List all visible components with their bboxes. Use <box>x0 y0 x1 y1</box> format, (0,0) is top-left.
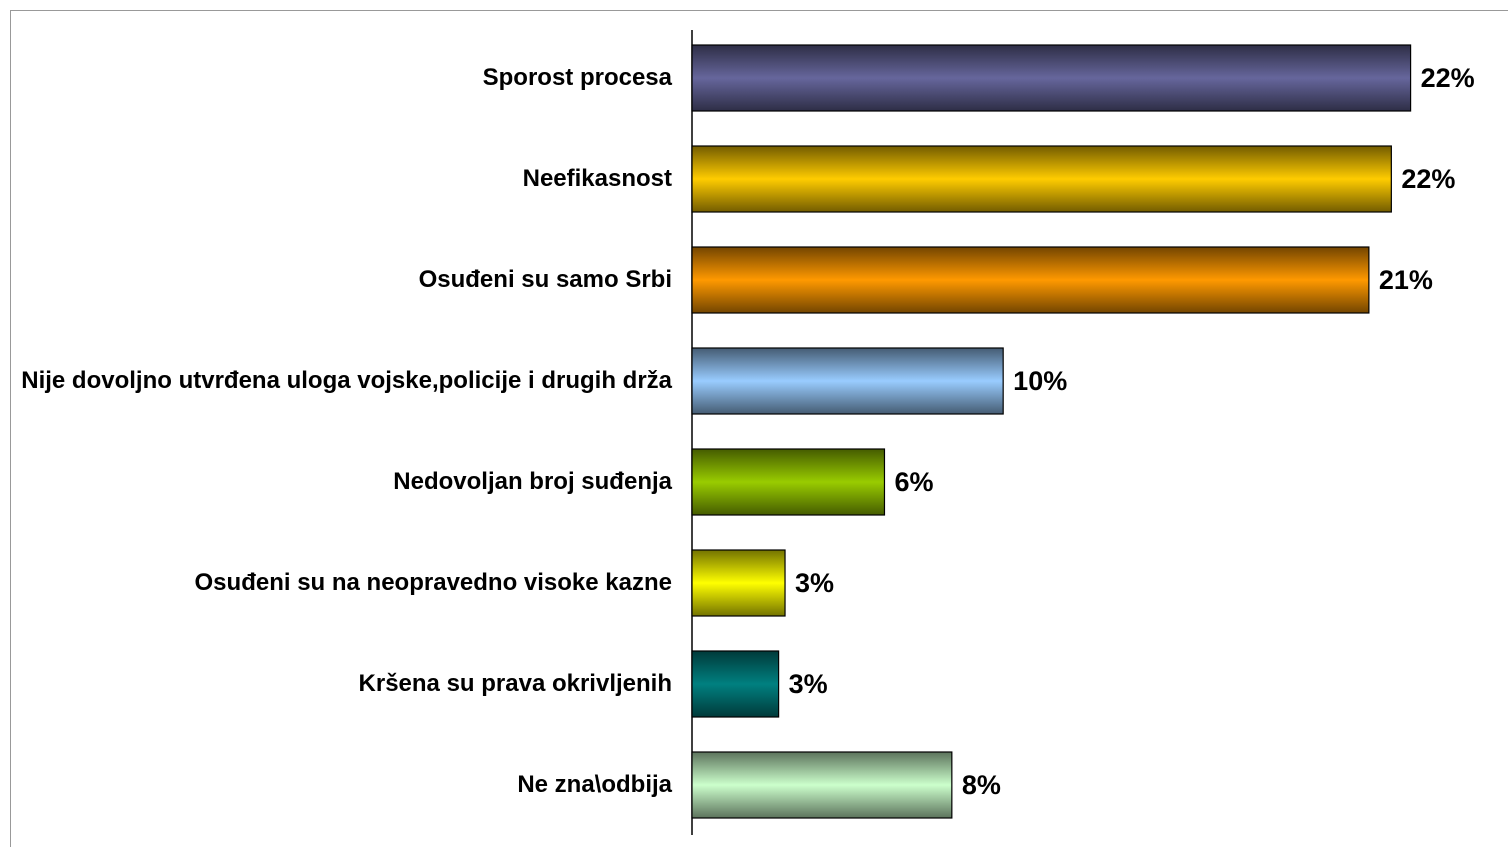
value-label: 21% <box>1379 265 1433 295</box>
category-label: Osuđeni su samo Srbi <box>10 265 672 295</box>
category-label: Nije dovoljno utvrđena uloga vojske,poli… <box>10 366 672 396</box>
category-text: Kršena su prava okrivljenih <box>358 670 672 697</box>
category-text: Neefikasnost <box>522 165 672 192</box>
category-label: Sporost procesa <box>10 63 672 93</box>
category-text: Osuđeni su na neopravedno visoke kazne <box>194 569 672 596</box>
category-label: Nedovoljan broj suđenja <box>10 467 672 497</box>
category-text: Ne zna\odbija <box>517 771 672 798</box>
category-text: Nedovoljan broj suđenja <box>393 468 672 495</box>
bar <box>691 549 786 617</box>
frame <box>10 10 1508 847</box>
bar <box>691 448 886 516</box>
value-label: 22% <box>1421 63 1475 93</box>
bar <box>691 347 1004 415</box>
value-label: 10% <box>1013 366 1067 396</box>
bar <box>691 44 1412 112</box>
value-label: 3% <box>789 669 828 699</box>
category-text: Nije dovoljno utvrđena uloga vojske,poli… <box>21 367 672 394</box>
bar <box>691 145 1392 213</box>
bar <box>691 751 953 819</box>
bar <box>691 246 1370 314</box>
category-text: Sporost procesa <box>482 64 672 91</box>
category-text: Osuđeni su samo Srbi <box>418 266 672 293</box>
value-label: 3% <box>795 568 834 598</box>
value-label: 6% <box>894 467 933 497</box>
category-label: Osuđeni su na neopravedno visoke kazne <box>10 568 672 598</box>
bar <box>691 650 780 718</box>
category-label: Kršena su prava okrivljenih <box>10 669 672 699</box>
value-label: 8% <box>962 770 1001 800</box>
category-label: Ne zna\odbija <box>10 770 672 800</box>
category-label: Neefikasnost <box>10 164 672 194</box>
value-label: 22% <box>1401 164 1455 194</box>
